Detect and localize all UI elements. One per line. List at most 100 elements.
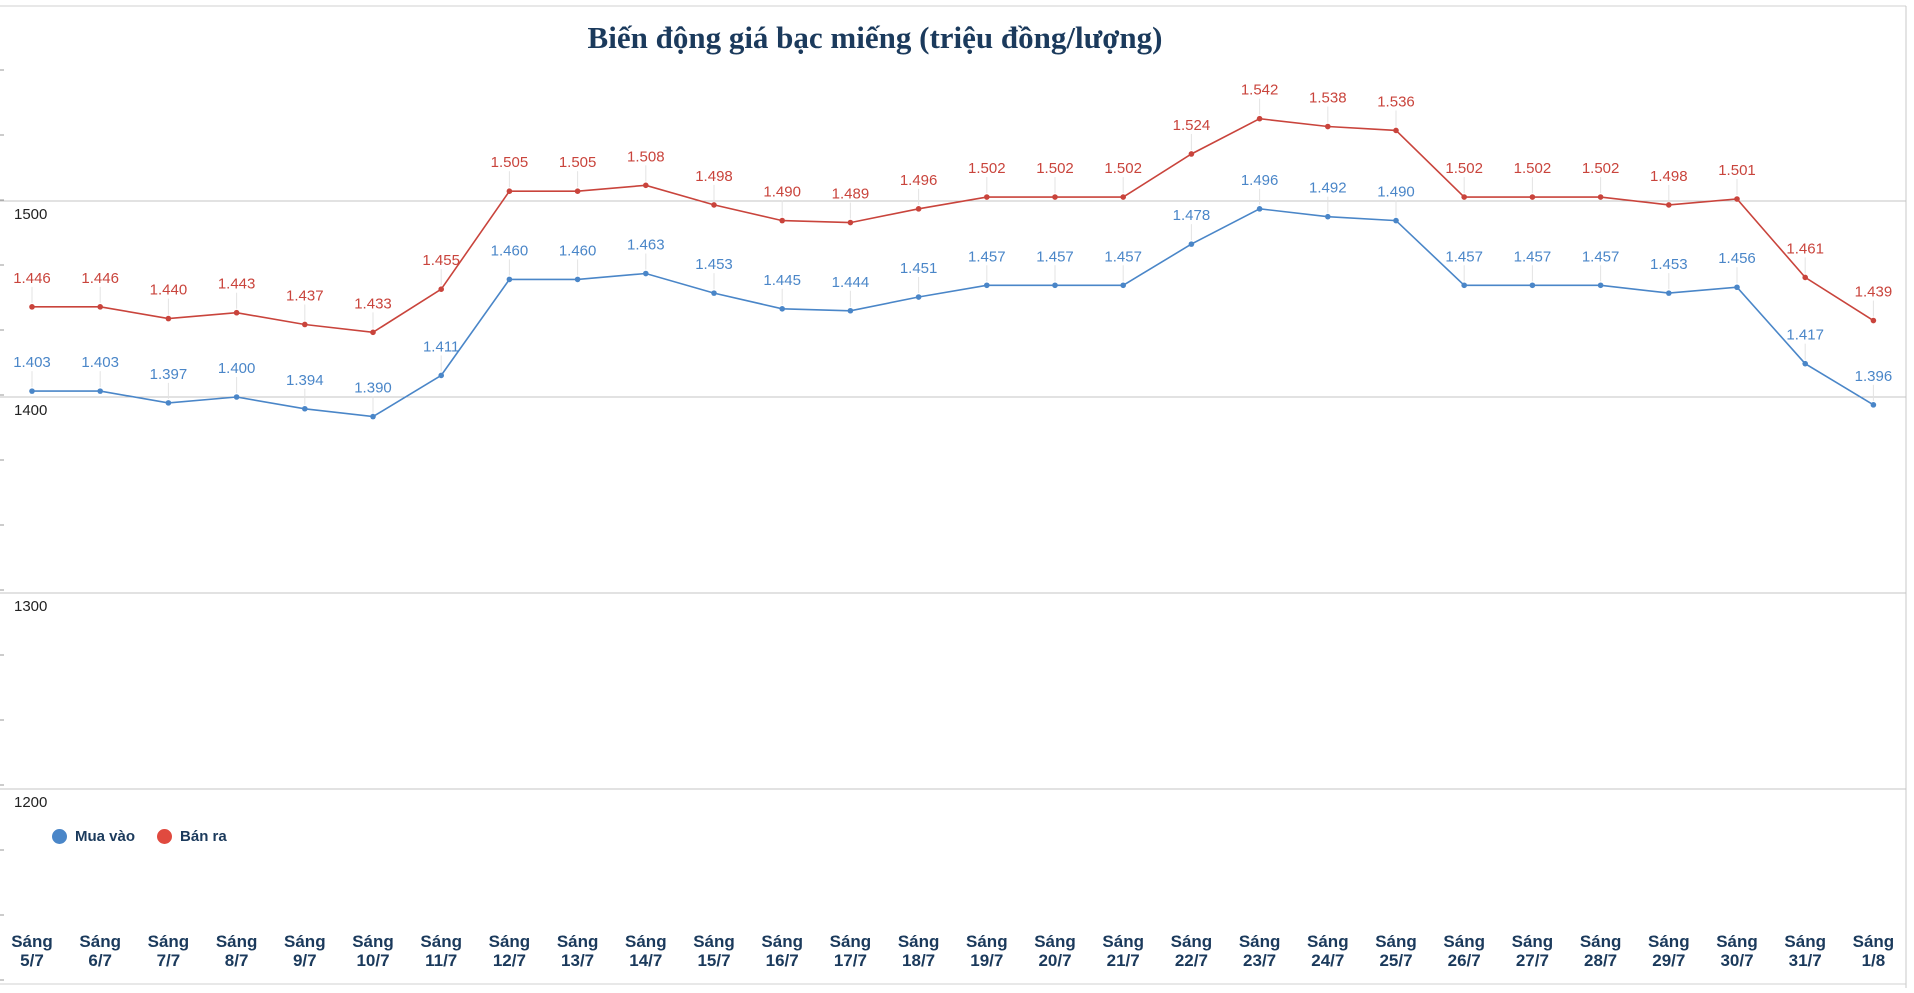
data-label: 1.460 <box>559 242 597 259</box>
data-point <box>97 304 103 310</box>
x-tick-label: Sáng 5/7 <box>11 932 53 970</box>
data-label: 1.505 <box>559 154 597 171</box>
data-label: 1.433 <box>354 295 392 312</box>
data-label: 1.457 <box>968 248 1006 265</box>
chart-legend: Mua vào Bán ra <box>52 828 227 845</box>
data-label: 1.502 <box>1582 160 1620 177</box>
data-point <box>506 276 513 283</box>
data-label: 1.451 <box>900 260 938 277</box>
data-point <box>779 306 785 312</box>
data-label: 1.508 <box>627 148 665 165</box>
data-label: 1.394 <box>286 372 324 389</box>
data-label: 1.496 <box>900 172 938 189</box>
data-point <box>643 270 649 277</box>
data-point <box>1802 360 1808 367</box>
data-point <box>1666 290 1672 296</box>
data-point <box>1461 282 1467 289</box>
data-label: 1.446 <box>81 270 119 287</box>
data-label: 1.457 <box>1445 248 1483 265</box>
x-tick-label: Sáng 31/7 <box>1784 932 1826 970</box>
x-tick-label: Sáng 25/7 <box>1375 932 1417 970</box>
data-point <box>1529 194 1536 200</box>
data-label: 1.403 <box>81 354 119 371</box>
x-tick-label: Sáng 13/7 <box>557 932 599 970</box>
data-label: 1.498 <box>1650 168 1688 185</box>
data-point <box>1461 194 1467 200</box>
data-point <box>711 290 717 296</box>
data-point <box>1802 274 1808 281</box>
data-point <box>1666 202 1672 208</box>
data-point <box>915 206 922 212</box>
data-label: 1.396 <box>1855 368 1893 385</box>
x-tick-label: Sáng 29/7 <box>1648 932 1690 970</box>
data-label: 1.411 <box>423 338 459 355</box>
data-point <box>1256 115 1263 122</box>
data-label: 1.492 <box>1309 180 1347 197</box>
legend-marker-sell <box>157 829 173 844</box>
data-point <box>1188 241 1195 247</box>
data-label: 1.502 <box>1104 160 1142 177</box>
data-label: 1.453 <box>695 256 733 273</box>
data-label: 1.498 <box>695 168 733 185</box>
legend-item-buy: Mua vào <box>52 828 135 845</box>
x-tick-label: Sáng 7/7 <box>148 932 190 970</box>
x-tick-label: Sáng 30/7 <box>1716 932 1758 970</box>
data-label: 1.478 <box>1173 207 1211 224</box>
data-point <box>1052 194 1058 200</box>
data-label: 1.502 <box>1036 160 1074 177</box>
data-label: 1.502 <box>1514 160 1552 177</box>
x-tick-label: Sáng 1/8 <box>1853 932 1895 970</box>
data-label: 1.417 <box>1786 327 1824 344</box>
series-line-0 <box>32 207 1874 418</box>
y-tick-label: 1300 <box>14 598 47 615</box>
data-point <box>779 217 785 224</box>
data-label: 1.443 <box>218 276 256 293</box>
data-point <box>574 188 581 194</box>
x-tick-label: Sáng 12/7 <box>489 932 531 970</box>
data-label: 1.489 <box>832 186 870 203</box>
data-label: 1.390 <box>354 380 392 397</box>
data-label: 1.437 <box>286 287 324 304</box>
data-point <box>643 182 649 189</box>
data-point <box>915 294 922 300</box>
legend-label-buy: Mua vào <box>75 828 136 845</box>
data-label: 1.542 <box>1241 82 1279 99</box>
data-label: 1.505 <box>491 154 529 171</box>
data-label: 1.455 <box>422 252 460 269</box>
data-label: 1.400 <box>218 360 256 377</box>
data-label: 1.456 <box>1718 250 1756 267</box>
data-point <box>1325 123 1331 130</box>
data-point <box>165 400 172 406</box>
data-label: 1.440 <box>150 282 188 299</box>
data-point <box>1052 282 1058 289</box>
data-label: 1.457 <box>1514 248 1552 265</box>
data-point <box>1393 127 1399 134</box>
data-point <box>574 276 581 283</box>
data-label: 1.457 <box>1104 248 1142 265</box>
data-point <box>1325 213 1331 220</box>
x-tick-label: Sáng 28/7 <box>1580 932 1622 970</box>
data-point <box>506 188 513 194</box>
x-tick-label: Sáng 15/7 <box>693 932 735 970</box>
x-tick-label: Sáng 8/7 <box>216 932 258 970</box>
data-point <box>984 282 990 289</box>
data-label: 1.461 <box>1786 240 1824 257</box>
data-point <box>370 329 376 336</box>
data-label: 1.445 <box>763 272 801 289</box>
data-point <box>1188 151 1195 157</box>
data-label: 1.403 <box>13 354 51 371</box>
data-label: 1.439 <box>1855 284 1893 301</box>
data-label: 1.457 <box>1036 248 1074 265</box>
legend-item-sell: Bán ra <box>157 828 227 845</box>
data-point <box>711 202 717 208</box>
data-label: 1.536 <box>1377 93 1415 110</box>
data-label: 1.496 <box>1241 172 1279 189</box>
data-point <box>1256 206 1263 212</box>
data-point <box>984 194 990 200</box>
data-label: 1.444 <box>832 274 870 291</box>
y-tick-label: 1400 <box>14 402 47 419</box>
data-point <box>847 219 854 226</box>
data-point <box>438 372 445 379</box>
data-label: 1.490 <box>763 184 801 201</box>
data-label: 1.457 <box>1582 248 1620 265</box>
